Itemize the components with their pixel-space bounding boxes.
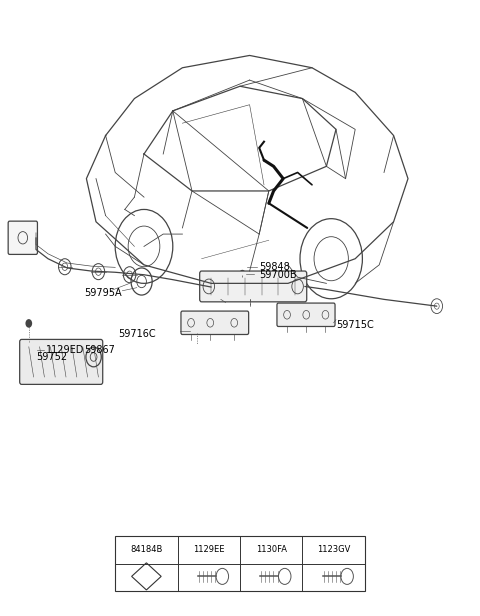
FancyBboxPatch shape [181,311,249,334]
Text: 59795A: 59795A [84,288,121,298]
FancyBboxPatch shape [8,221,37,254]
Text: 59715C: 59715C [336,320,374,330]
Bar [115,536,365,591]
Text: 1129ED: 1129ED [46,345,84,355]
Text: 1130FA: 1130FA [256,545,287,554]
Text: 59716C: 59716C [119,329,156,339]
Text: 59700B: 59700B [259,270,297,280]
Text: 59752: 59752 [36,352,67,362]
FancyBboxPatch shape [20,339,103,384]
Circle shape [239,270,246,278]
Text: 84184B: 84184B [130,545,163,554]
Text: 1123GV: 1123GV [317,545,350,554]
Circle shape [25,319,32,328]
Text: 59867: 59867 [84,345,115,355]
Text: 1129EE: 1129EE [193,545,225,554]
Text: 59848: 59848 [259,262,290,272]
FancyBboxPatch shape [200,271,307,302]
FancyBboxPatch shape [277,303,335,326]
